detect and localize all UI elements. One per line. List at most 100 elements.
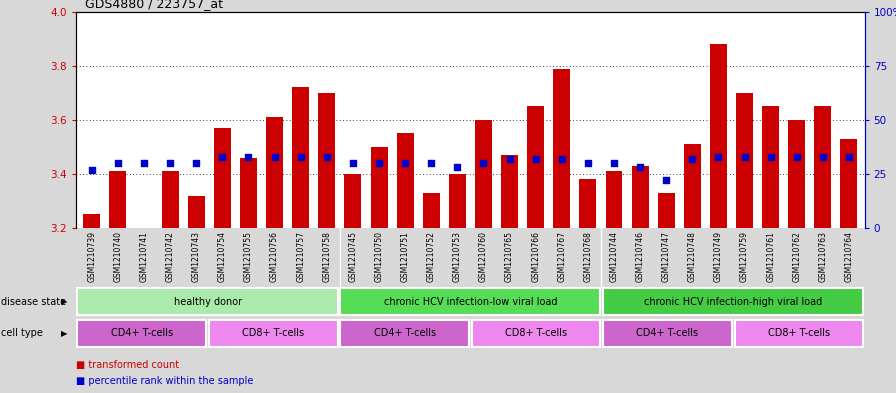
- Point: [189, 160, 203, 166]
- Text: GSM1210755: GSM1210755: [244, 231, 253, 282]
- Point: [581, 160, 595, 166]
- Bar: [188, 196, 205, 228]
- Point: [372, 160, 386, 166]
- Text: GSM1210743: GSM1210743: [192, 231, 201, 282]
- FancyBboxPatch shape: [77, 320, 206, 347]
- Text: GSM1210752: GSM1210752: [426, 231, 435, 282]
- Bar: [814, 107, 831, 228]
- Text: GSM1210753: GSM1210753: [452, 231, 461, 282]
- FancyBboxPatch shape: [209, 320, 338, 347]
- Bar: [658, 193, 675, 228]
- Text: GSM1210767: GSM1210767: [557, 231, 566, 282]
- Bar: [83, 215, 100, 228]
- Point: [424, 160, 438, 166]
- Text: CD8+ T-cells: CD8+ T-cells: [242, 328, 305, 338]
- Text: GDS4880 / 223757_at: GDS4880 / 223757_at: [85, 0, 223, 10]
- FancyBboxPatch shape: [340, 288, 600, 315]
- Text: GSM1210759: GSM1210759: [740, 231, 749, 282]
- Bar: [240, 158, 257, 228]
- Point: [137, 160, 151, 166]
- Point: [659, 177, 674, 184]
- Text: GSM1210754: GSM1210754: [218, 231, 227, 282]
- Point: [215, 154, 229, 160]
- Bar: [580, 179, 597, 228]
- Point: [294, 154, 308, 160]
- Text: GSM1210765: GSM1210765: [505, 231, 514, 282]
- Text: CD4+ T-cells: CD4+ T-cells: [111, 328, 173, 338]
- Text: GSM1210756: GSM1210756: [270, 231, 279, 282]
- Bar: [475, 120, 492, 228]
- Text: ■ transformed count: ■ transformed count: [76, 360, 179, 371]
- Text: GSM1210742: GSM1210742: [166, 231, 175, 282]
- FancyBboxPatch shape: [340, 320, 470, 347]
- Point: [685, 156, 700, 162]
- Text: GSM1210760: GSM1210760: [479, 231, 488, 282]
- Point: [450, 164, 464, 171]
- FancyBboxPatch shape: [603, 288, 864, 315]
- Text: ▶: ▶: [61, 329, 67, 338]
- Text: GSM1210768: GSM1210768: [583, 231, 592, 282]
- Text: chronic HCV infection-low viral load: chronic HCV infection-low viral load: [383, 297, 557, 307]
- Text: chronic HCV infection-high viral load: chronic HCV infection-high viral load: [644, 297, 823, 307]
- Text: CD4+ T-cells: CD4+ T-cells: [374, 328, 435, 338]
- Point: [163, 160, 177, 166]
- Bar: [527, 107, 544, 228]
- Text: disease state: disease state: [1, 297, 66, 307]
- Point: [789, 154, 804, 160]
- Bar: [423, 193, 440, 228]
- Bar: [344, 174, 361, 228]
- Bar: [266, 117, 283, 228]
- Text: GSM1210757: GSM1210757: [297, 231, 306, 282]
- Point: [398, 160, 412, 166]
- Text: GSM1210750: GSM1210750: [375, 231, 383, 282]
- Text: GSM1210740: GSM1210740: [114, 231, 123, 282]
- Text: GSM1210746: GSM1210746: [635, 231, 644, 282]
- Text: ■ percentile rank within the sample: ■ percentile rank within the sample: [76, 376, 254, 386]
- FancyBboxPatch shape: [471, 320, 600, 347]
- Text: GSM1210739: GSM1210739: [87, 231, 97, 282]
- Bar: [109, 171, 126, 228]
- Text: GSM1210763: GSM1210763: [818, 231, 827, 282]
- Point: [267, 154, 281, 160]
- Point: [737, 154, 752, 160]
- Bar: [397, 133, 414, 228]
- Bar: [684, 144, 701, 228]
- Point: [633, 164, 647, 171]
- Bar: [501, 155, 518, 228]
- Bar: [606, 171, 623, 228]
- Point: [711, 154, 726, 160]
- Point: [763, 154, 778, 160]
- Text: GSM1210744: GSM1210744: [609, 231, 618, 282]
- Bar: [632, 166, 649, 228]
- Text: healthy donor: healthy donor: [174, 297, 242, 307]
- Text: GSM1210741: GSM1210741: [140, 231, 149, 282]
- Text: GSM1210747: GSM1210747: [662, 231, 671, 282]
- Bar: [161, 171, 178, 228]
- Text: GSM1210745: GSM1210745: [349, 231, 358, 282]
- Bar: [554, 68, 570, 228]
- Text: CD8+ T-cells: CD8+ T-cells: [505, 328, 567, 338]
- Point: [503, 156, 517, 162]
- Point: [529, 156, 543, 162]
- Point: [815, 154, 830, 160]
- Point: [111, 160, 125, 166]
- Bar: [449, 174, 466, 228]
- Bar: [762, 107, 780, 228]
- Text: CD8+ T-cells: CD8+ T-cells: [768, 328, 830, 338]
- Text: CD4+ T-cells: CD4+ T-cells: [636, 328, 699, 338]
- FancyBboxPatch shape: [77, 288, 338, 315]
- Bar: [292, 88, 309, 228]
- Text: GSM1210758: GSM1210758: [323, 231, 332, 282]
- Bar: [788, 120, 806, 228]
- Text: GSM1210766: GSM1210766: [531, 231, 540, 282]
- Point: [555, 156, 569, 162]
- Text: GSM1210762: GSM1210762: [792, 231, 801, 282]
- Bar: [318, 93, 335, 228]
- Bar: [710, 44, 727, 228]
- Point: [241, 154, 255, 160]
- Point: [477, 160, 491, 166]
- Point: [842, 154, 857, 160]
- Bar: [371, 147, 387, 228]
- FancyBboxPatch shape: [603, 320, 732, 347]
- Bar: [840, 139, 857, 228]
